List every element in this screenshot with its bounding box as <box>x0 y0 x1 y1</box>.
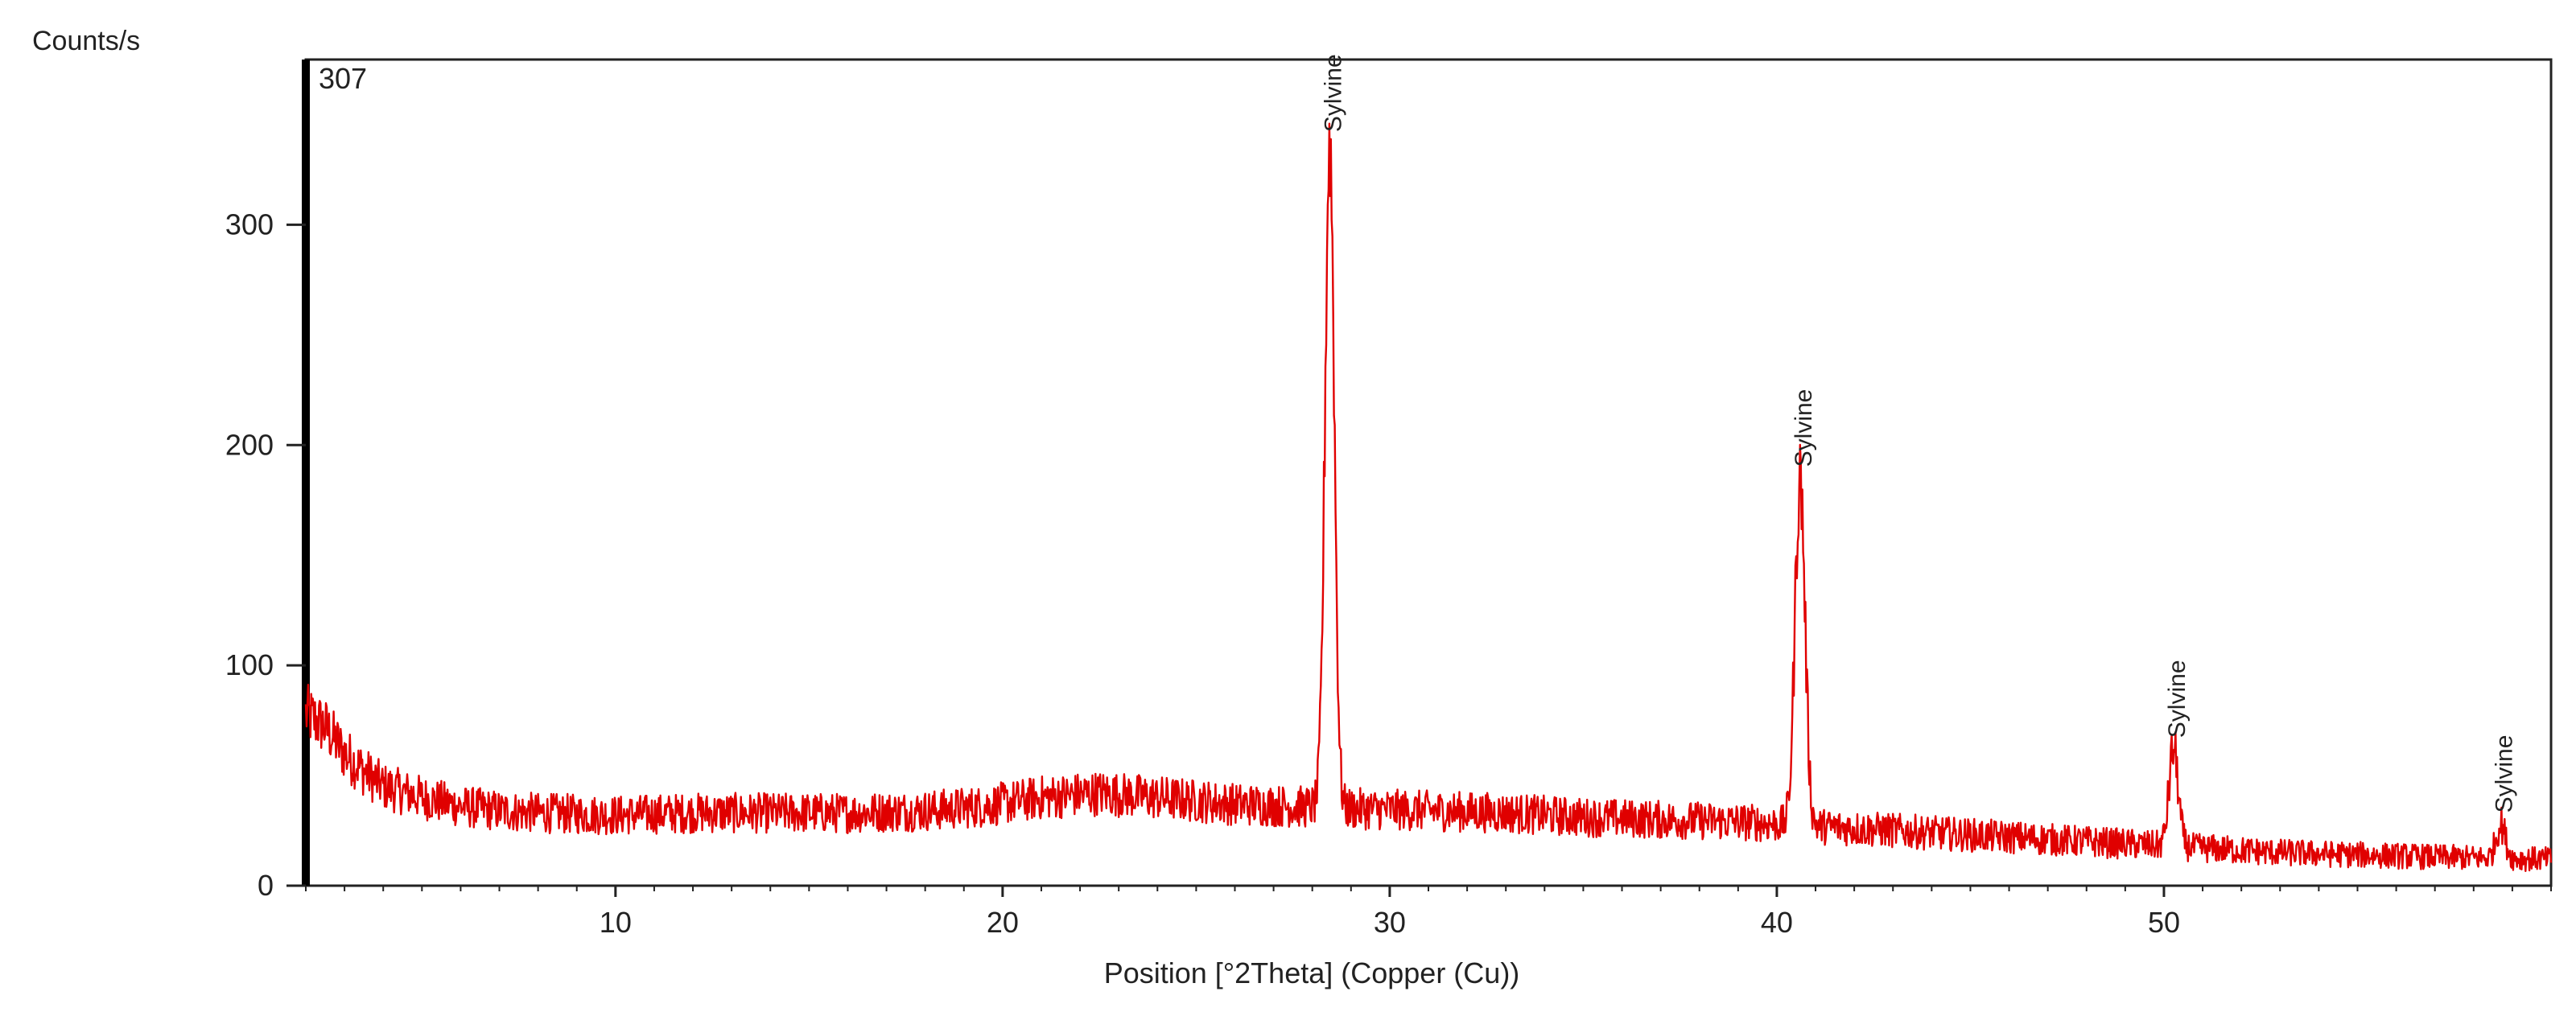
series-line <box>304 122 2553 872</box>
x-tick-label: 20 <box>987 906 1019 939</box>
plot-area-frame <box>304 58 2553 887</box>
y-tick-label: 300 <box>225 208 274 241</box>
y-tick-label: 0 <box>258 869 274 902</box>
x-tick-label: 40 <box>1761 906 1793 939</box>
x-axis-label: Position [°2Theta] (Copper (Cu)) <box>1104 956 1520 989</box>
max-intensity-label: 307 <box>319 62 367 95</box>
x-axis-ticks: 10 20 30 40 50 <box>305 886 2552 939</box>
diffraction-series <box>304 122 2553 872</box>
peak-label: Sylvine <box>1320 54 1346 132</box>
x-tick-label: 30 <box>1374 906 1406 939</box>
peak-labels: Sylvine Sylvine Sylvine Sylvine <box>1320 54 2517 812</box>
x-tick-label: 50 <box>2148 906 2180 939</box>
peak-label: Sylvine <box>2164 660 2191 738</box>
y-tick-label: 200 <box>225 428 274 461</box>
y-tick-label: 100 <box>225 648 274 681</box>
peak-label: Sylvine <box>2491 735 2517 813</box>
peak-label: Sylvine <box>1791 389 1817 467</box>
y-axis-label: Counts/s <box>32 26 140 56</box>
x-tick-label: 10 <box>600 906 632 939</box>
y-axis-ticks: 0 100 200 300 <box>225 208 306 902</box>
